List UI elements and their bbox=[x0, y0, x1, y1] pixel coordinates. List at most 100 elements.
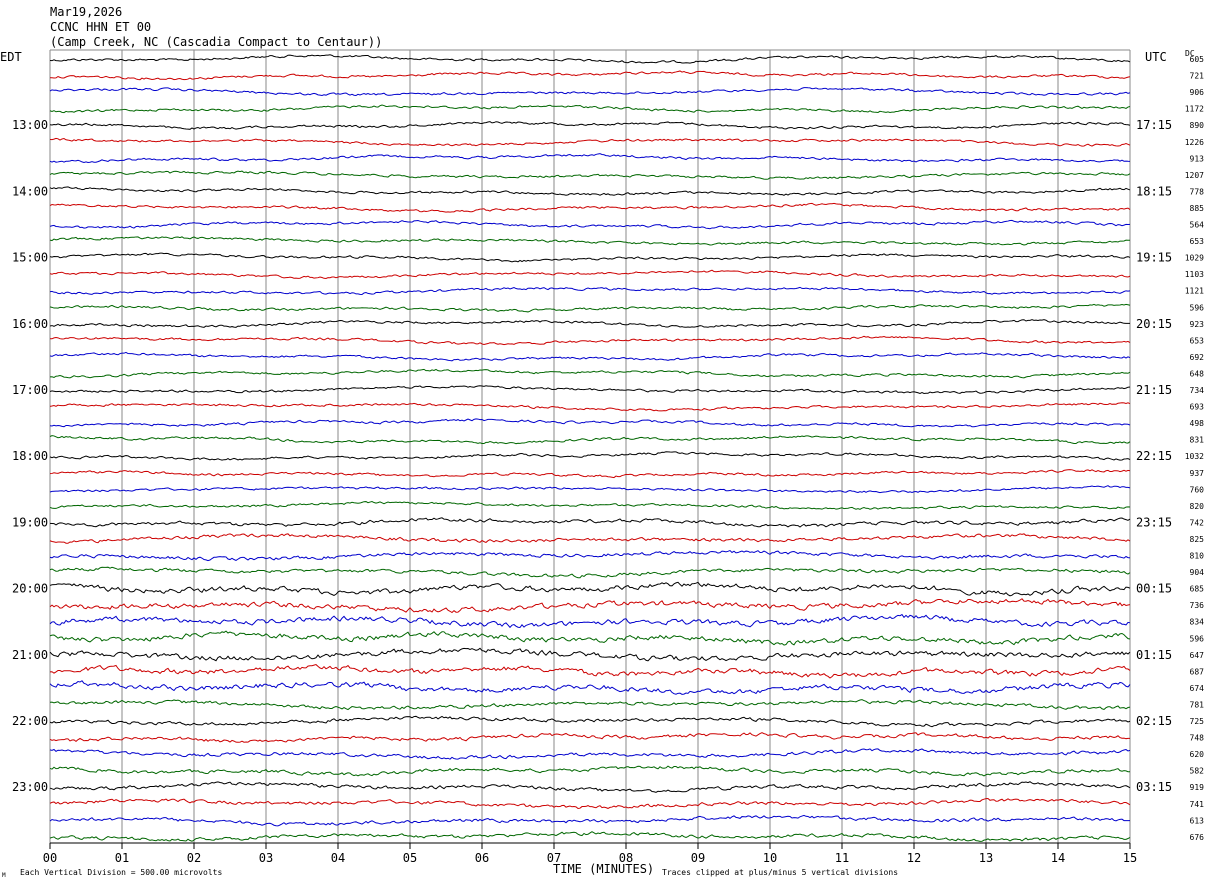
x-tick-label: 07 bbox=[547, 851, 561, 865]
dc-value: 596 bbox=[1190, 634, 1205, 643]
trace-line bbox=[49, 385, 1131, 394]
dc-value: 742 bbox=[1190, 518, 1205, 527]
dc-value: 1103 bbox=[1185, 270, 1204, 279]
chart-station: CCNC HHN ET 00 bbox=[50, 20, 151, 34]
right-hour-label: 01:15 bbox=[1136, 648, 1172, 662]
dc-value: 937 bbox=[1190, 469, 1205, 478]
dc-value: 1029 bbox=[1185, 254, 1204, 263]
trace-line bbox=[49, 402, 1131, 412]
left-hour-label: 23:00 bbox=[12, 780, 48, 794]
dc-value: 692 bbox=[1190, 353, 1205, 362]
footer-scale-note: Each Vertical Division = 500.00 microvol… bbox=[20, 868, 222, 877]
dc-value: 1032 bbox=[1185, 452, 1204, 461]
x-tick-label: 13 bbox=[979, 851, 993, 865]
trace-line bbox=[49, 831, 1131, 842]
dc-value: 736 bbox=[1190, 601, 1205, 610]
left-hour-label: 17:00 bbox=[12, 383, 48, 397]
dc-value: 820 bbox=[1190, 502, 1205, 511]
x-tick-label: 12 bbox=[907, 851, 921, 865]
x-tick-label: 02 bbox=[187, 851, 201, 865]
dc-value: 810 bbox=[1190, 552, 1205, 561]
dc-value: 748 bbox=[1190, 734, 1205, 743]
trace-line bbox=[49, 798, 1131, 809]
dc-value: 653 bbox=[1190, 336, 1205, 345]
trace-line bbox=[49, 269, 1131, 280]
right-hour-label: 18:15 bbox=[1136, 184, 1172, 198]
trace-line bbox=[49, 186, 1131, 196]
x-tick-label: 11 bbox=[835, 851, 849, 865]
dc-value: 825 bbox=[1190, 535, 1205, 544]
trace-line bbox=[49, 202, 1131, 213]
trace-line bbox=[49, 418, 1131, 428]
x-tick-label: 00 bbox=[43, 851, 57, 865]
dc-value: 734 bbox=[1190, 386, 1205, 395]
trace-line bbox=[49, 732, 1130, 743]
chart-location: (Camp Creek, NC (Cascadia Compact to Cen… bbox=[50, 35, 382, 49]
dc-value: 1121 bbox=[1185, 287, 1204, 296]
dc-values: 605 721 906 1172 890 1226 913 1207 778 885 564 653 1… bbox=[1185, 55, 1204, 842]
trace-line bbox=[49, 613, 1131, 629]
trace-line bbox=[49, 137, 1131, 147]
grid-lines bbox=[49, 49, 1131, 844]
dc-value: 831 bbox=[1190, 436, 1205, 445]
trace-line bbox=[49, 252, 1131, 263]
trace-line bbox=[49, 500, 1131, 510]
trace-line bbox=[49, 153, 1131, 164]
dc-value: 693 bbox=[1190, 403, 1205, 412]
right-hour-label: 00:15 bbox=[1136, 582, 1172, 596]
dc-value: 721 bbox=[1190, 72, 1205, 81]
dc-value: 653 bbox=[1190, 237, 1205, 246]
trace-line bbox=[49, 533, 1131, 544]
chart-header: Mar19,2026 CCNC HHN ET 00 (Camp Creek, N… bbox=[50, 5, 382, 49]
dc-value: 760 bbox=[1190, 485, 1205, 494]
dc-value: 647 bbox=[1190, 651, 1205, 660]
footer-clip-note: Traces clipped at plus/minus 5 vertical … bbox=[662, 868, 898, 877]
left-hour-label: 14:00 bbox=[12, 184, 48, 198]
trace-line bbox=[49, 219, 1131, 230]
left-hour-labels: 13:00 14:00 15:00 16:00 17:00 18:00 19:00 20:00… bbox=[12, 118, 48, 794]
x-axis-title: TIME (MINUTES) bbox=[553, 862, 654, 876]
right-hour-labels: 17:15 18:15 19:15 20:15 21:15 22:15 23:15 00:15… bbox=[1136, 118, 1172, 794]
trace-line bbox=[49, 368, 1131, 379]
right-hour-label: 02:15 bbox=[1136, 714, 1172, 728]
right-axis-label: UTC bbox=[1145, 50, 1167, 64]
dc-value: 596 bbox=[1190, 303, 1205, 312]
right-hour-label: 21:15 bbox=[1136, 383, 1172, 397]
dc-value: 674 bbox=[1190, 684, 1205, 693]
trace-line bbox=[49, 469, 1131, 479]
dc-value: 923 bbox=[1190, 320, 1205, 329]
trace-line bbox=[49, 435, 1131, 445]
trace-line bbox=[49, 664, 1131, 679]
dc-value: 605 bbox=[1190, 55, 1205, 64]
x-tick-label: 08 bbox=[619, 851, 633, 865]
x-tick-label: 15 bbox=[1123, 851, 1137, 865]
dc-value: 834 bbox=[1190, 618, 1205, 627]
trace-line bbox=[49, 70, 1131, 81]
trace-line bbox=[49, 236, 1131, 246]
trace-group bbox=[49, 54, 1131, 842]
trace-line bbox=[49, 581, 1131, 597]
dc-value: 741 bbox=[1190, 800, 1205, 809]
trace-line bbox=[49, 335, 1131, 346]
left-hour-label: 21:00 bbox=[12, 648, 48, 662]
dc-value: 582 bbox=[1190, 767, 1205, 776]
x-tick-label: 10 bbox=[763, 851, 777, 865]
trace-line bbox=[49, 748, 1131, 760]
x-tick-label: 09 bbox=[691, 851, 705, 865]
left-axis-label: EDT bbox=[0, 50, 22, 64]
right-hour-label: 20:15 bbox=[1136, 317, 1172, 331]
dc-value: 725 bbox=[1190, 717, 1205, 726]
trace-line bbox=[49, 680, 1131, 695]
x-tick-label: 14 bbox=[1051, 851, 1065, 865]
dc-value: 676 bbox=[1190, 833, 1205, 842]
trace-line bbox=[49, 286, 1131, 296]
right-hour-label: 19:15 bbox=[1136, 251, 1172, 265]
chart-date: Mar19,2026 bbox=[50, 5, 122, 19]
x-axis: 00 01 02 03 04 05 06 07 08 09 10 11 12 13 14 15 bbox=[43, 843, 1137, 865]
trace-line bbox=[49, 303, 1131, 313]
dc-value: 904 bbox=[1190, 568, 1205, 577]
trace-line bbox=[49, 549, 1131, 562]
dc-value: 890 bbox=[1190, 121, 1205, 130]
x-tick-label: 06 bbox=[475, 851, 489, 865]
dc-value: 1226 bbox=[1185, 138, 1204, 147]
